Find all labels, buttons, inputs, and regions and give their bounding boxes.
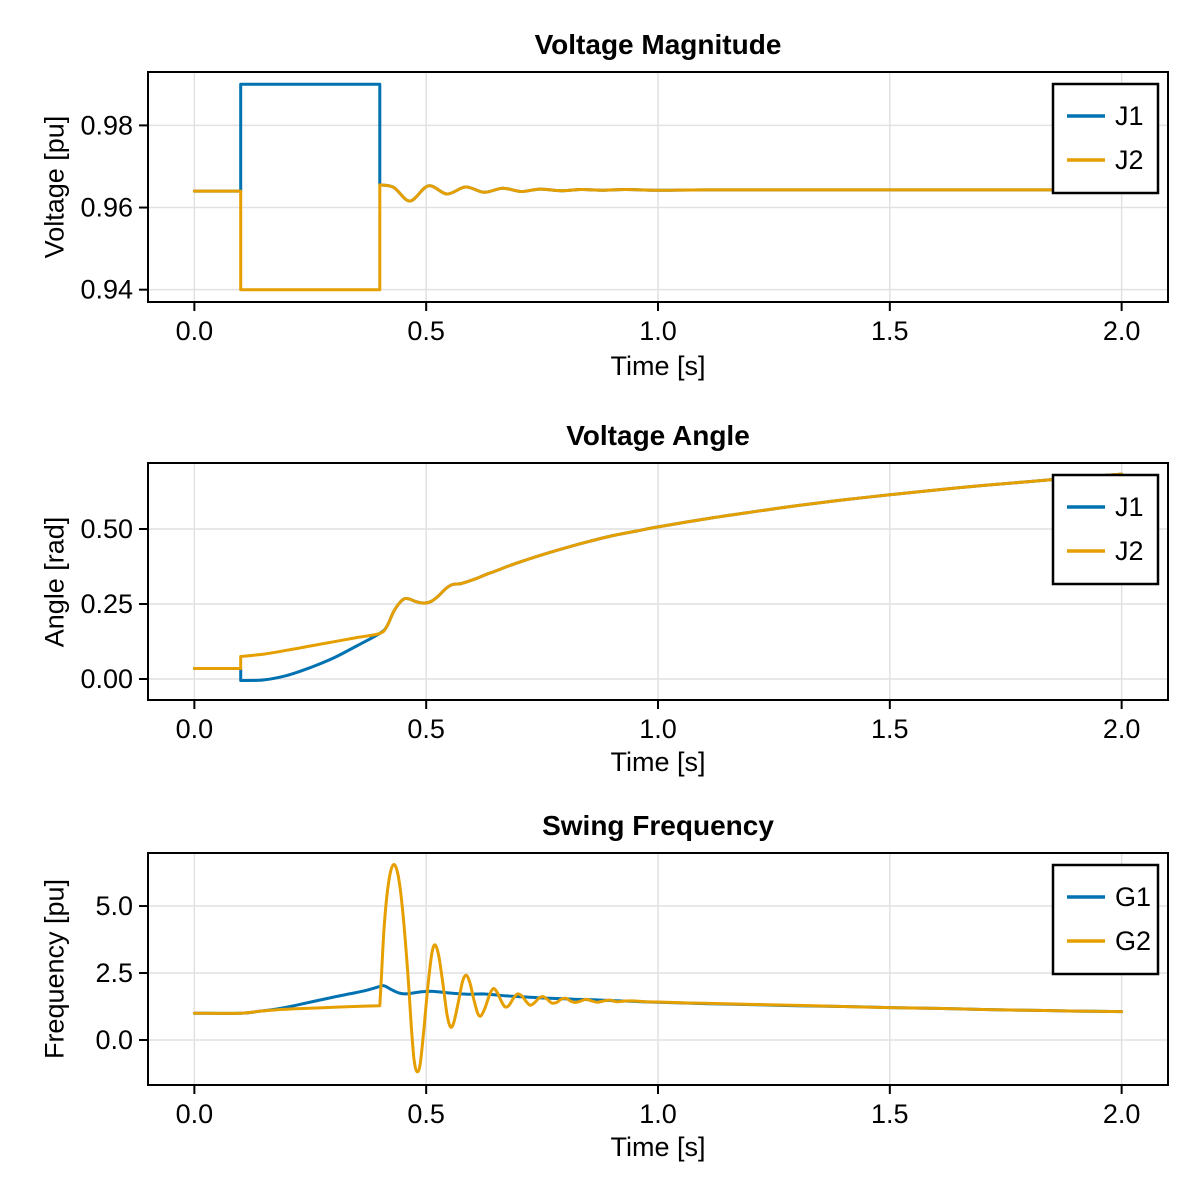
x-tick-label: 1.5 (871, 1099, 909, 1129)
x-tick-label: 1.0 (639, 1099, 677, 1129)
axes-frame (147, 462, 1169, 701)
x-tick-label: 0.5 (407, 1099, 445, 1129)
chart-title: Voltage Angle (566, 420, 750, 451)
y-tick-label: 0.0 (95, 1025, 133, 1055)
legend-label: J2 (1115, 536, 1144, 566)
x-tick-label: 0.0 (176, 714, 214, 744)
axes-frame (147, 852, 1169, 1086)
y-tick-label: 0.98 (80, 110, 133, 140)
x-tick-label: 2.0 (1103, 316, 1141, 346)
y-tick-label: 0.25 (80, 589, 133, 619)
y-tick-label: 2.5 (95, 958, 133, 988)
y-axis-label: Voltage [pu] (39, 115, 70, 259)
series-line-J1 (192, 472, 1124, 683)
x-tick-label: 2.0 (1103, 1099, 1141, 1129)
legend-box (1051, 863, 1160, 976)
y-axis-label: Angle [rad] (39, 516, 70, 648)
series-line-J2 (192, 183, 1124, 292)
y-tick-label: 0.50 (80, 514, 133, 544)
y-tick-label: 0.94 (80, 275, 133, 305)
y-tick-label: 5.0 (95, 891, 133, 921)
y-tick-label: 0.96 (80, 193, 133, 223)
y-axis-label: Frequency [pu] (39, 878, 70, 1060)
legend-box (1051, 82, 1160, 195)
chart-title: Swing Frequency (542, 810, 774, 841)
x-axis-label: Time [s] (610, 747, 706, 777)
legend-label: G2 (1115, 926, 1151, 956)
legend-label: G1 (1115, 882, 1151, 912)
x-tick-label: 0.5 (407, 316, 445, 346)
x-tick-label: 2.0 (1103, 714, 1141, 744)
chart-title: Voltage Magnitude (534, 29, 782, 60)
legend-label: J1 (1115, 492, 1144, 522)
x-axis-label: Time [s] (610, 1132, 706, 1162)
legend-label: J2 (1115, 145, 1144, 175)
x-tick-label: 0.5 (407, 714, 445, 744)
series-line-J1 (192, 82, 1124, 203)
axes-frame (147, 71, 1169, 303)
x-tick-label: 0.0 (176, 316, 214, 346)
y-tick-label: 0.00 (80, 664, 133, 694)
series-line-J2 (192, 472, 1124, 670)
x-tick-label: 1.0 (639, 316, 677, 346)
series-line-G1 (192, 984, 1124, 1015)
legend-label: J1 (1115, 101, 1144, 131)
x-axis-label: Time [s] (610, 351, 706, 381)
series-line-G2 (192, 863, 1124, 1074)
x-tick-label: 1.5 (871, 316, 909, 346)
x-tick-label: 0.0 (176, 1099, 214, 1129)
legend-box (1051, 473, 1160, 586)
x-tick-label: 1.5 (871, 714, 909, 744)
x-tick-label: 1.0 (639, 714, 677, 744)
